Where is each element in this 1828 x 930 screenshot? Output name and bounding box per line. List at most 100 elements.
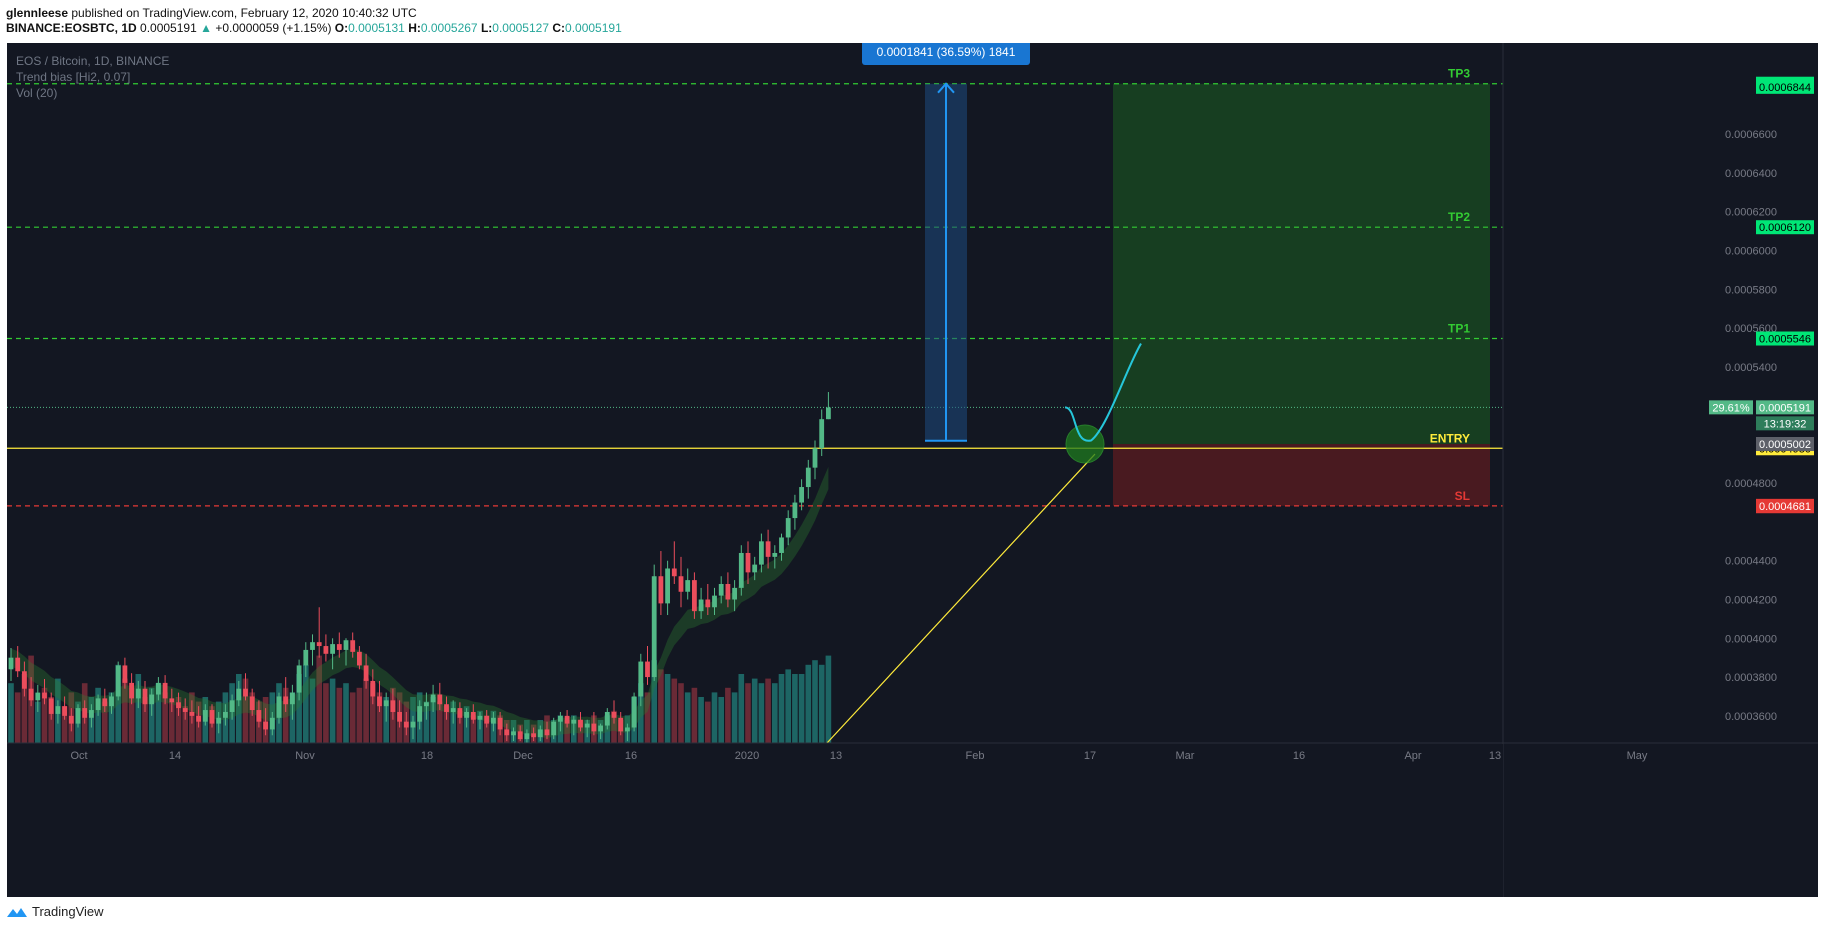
candle-body xyxy=(651,576,657,678)
countdown-bg xyxy=(1756,416,1814,431)
candle-body xyxy=(591,723,597,732)
candle xyxy=(357,646,362,670)
time-tick-label: Oct xyxy=(70,750,87,762)
time-tick-label: Mar xyxy=(1176,750,1195,762)
author-name[interactable]: glennleese xyxy=(6,6,69,20)
candle-body xyxy=(377,696,382,707)
volume-bar xyxy=(798,674,805,743)
price-axis xyxy=(1503,43,1818,897)
candle xyxy=(397,700,402,728)
candle xyxy=(826,392,831,420)
candle-body xyxy=(524,733,530,740)
candle-body xyxy=(323,646,329,654)
volume-bar xyxy=(48,697,54,743)
volume-bar xyxy=(745,683,751,743)
volume-bar xyxy=(35,701,41,743)
candle xyxy=(243,673,248,701)
volume-bar xyxy=(329,678,336,743)
volume-bar xyxy=(135,674,142,743)
candle xyxy=(42,679,47,705)
candle-body xyxy=(578,719,583,728)
candle-body xyxy=(256,710,262,722)
price-change: +0.0000059 (+1.15%) xyxy=(215,21,332,35)
candle-body xyxy=(571,719,577,724)
candle xyxy=(611,700,617,724)
candle-body xyxy=(95,698,101,711)
candle xyxy=(283,677,289,712)
candle xyxy=(115,661,121,701)
candle xyxy=(68,708,74,732)
candle-body xyxy=(745,552,751,573)
candle xyxy=(598,723,603,740)
candle xyxy=(316,607,322,658)
up-triangle-icon: ▲ xyxy=(200,21,212,35)
time-tick-label: Apr xyxy=(1404,750,1421,762)
candle xyxy=(544,721,550,740)
candle-body xyxy=(62,706,67,716)
candle xyxy=(169,688,175,712)
candle-body xyxy=(450,708,456,712)
candle xyxy=(779,533,784,561)
candle xyxy=(604,708,610,730)
price-tag-bg xyxy=(1756,436,1814,451)
candle xyxy=(732,580,737,612)
candle-body xyxy=(229,700,235,712)
candle-body xyxy=(357,651,362,666)
candle-body xyxy=(223,711,228,718)
candle-body xyxy=(417,706,423,722)
candle-body xyxy=(35,692,41,701)
candle-body xyxy=(390,700,396,712)
candle xyxy=(142,680,148,712)
candle xyxy=(417,700,423,730)
price-tick-label: 0.0006200 xyxy=(1725,207,1777,219)
candle xyxy=(645,646,650,685)
price-tick-label: 0.0004000 xyxy=(1725,633,1777,645)
volume-bar xyxy=(115,664,121,743)
tradingview-logo-icon[interactable] xyxy=(6,906,28,918)
volume-bar xyxy=(303,664,309,743)
candle-body xyxy=(759,541,764,565)
candle-body xyxy=(350,640,356,652)
volume-bar xyxy=(102,701,108,743)
level-label-entry: ENTRY xyxy=(1430,431,1470,445)
legend-indicator-volume[interactable]: Vol (20) xyxy=(16,86,58,100)
candle-body xyxy=(457,708,463,718)
candle-body xyxy=(477,715,483,720)
candle-body xyxy=(149,694,155,705)
volume-bar xyxy=(14,692,21,743)
projection-path xyxy=(1064,343,1142,442)
candle-body xyxy=(584,723,590,728)
brand-name[interactable]: TradingView xyxy=(32,904,104,919)
low-label: L: xyxy=(480,21,493,35)
candle-body xyxy=(738,552,744,588)
candle-body xyxy=(303,649,309,666)
candle-body xyxy=(678,576,684,592)
candle xyxy=(712,587,717,616)
candle xyxy=(759,533,764,573)
candle-body xyxy=(397,711,402,722)
candle xyxy=(772,545,778,569)
candle xyxy=(430,684,436,712)
measure-label: 0.0001841 (36.59%) 1841 xyxy=(877,45,1016,59)
candle-body xyxy=(363,665,369,681)
candle xyxy=(343,638,349,666)
candle xyxy=(15,646,21,678)
chart-area[interactable]: TP3 TP2 TP1 ENTRY SL 0.0001841 (36.59%) 1841 0… xyxy=(7,43,1818,897)
volume-bar xyxy=(564,720,570,743)
candle xyxy=(497,711,503,736)
published-info: published on TradingView.com, February 1… xyxy=(71,6,417,20)
candle-body xyxy=(497,717,503,730)
candle-body xyxy=(55,706,61,714)
candle xyxy=(457,702,463,724)
candle-body xyxy=(658,576,664,604)
price-chart-svg[interactable]: TP3 TP2 TP1 ENTRY SL 0.0001841 (36.59%) 1841 0… xyxy=(7,43,1818,897)
candle xyxy=(558,711,563,732)
time-tick-label: Nov xyxy=(295,750,315,762)
candle xyxy=(189,700,195,724)
legend-indicator-trend[interactable]: Trend bias [Hi2, 0.07] xyxy=(16,70,131,84)
candle-body xyxy=(28,688,34,701)
volume-bar xyxy=(684,692,691,743)
candle xyxy=(504,723,510,742)
candle-body xyxy=(296,665,302,693)
candle-body xyxy=(135,688,141,699)
